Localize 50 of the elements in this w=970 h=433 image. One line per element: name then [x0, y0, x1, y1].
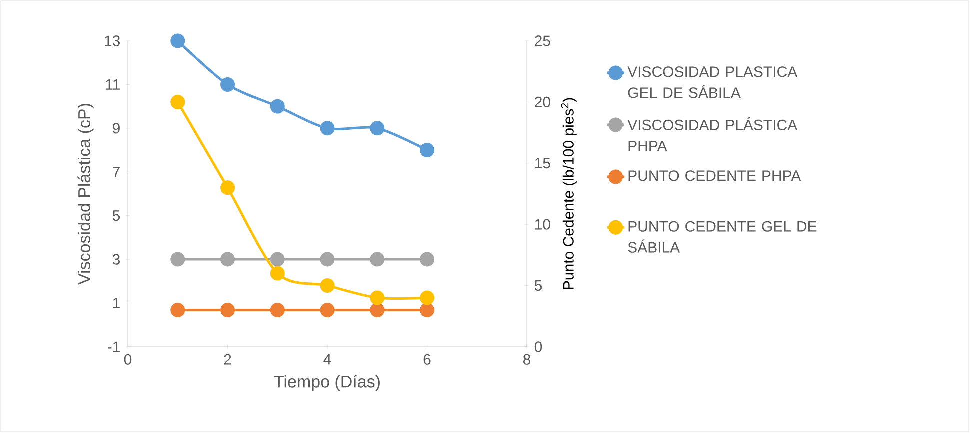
point: [220, 180, 236, 196]
point: [320, 252, 335, 267]
y-axis-title: Viscosidad Plástica (cP): [78, 104, 94, 285]
y-tick-label: 13: [105, 36, 120, 46]
x-tick-label: 8: [523, 354, 531, 365]
point: [270, 266, 285, 281]
point: [370, 121, 385, 136]
y2-axis-title: Punto Cedente (lb/100 pies$^{2}$): [561, 98, 577, 290]
y-tick-label: 3: [112, 254, 120, 265]
point: [320, 278, 335, 294]
y-tick-label: 11: [106, 80, 120, 90]
x-tick-label: 4: [324, 354, 332, 365]
legend-label: VISCOSIDAD PLÁSTICA PHPA: [628, 117, 798, 152]
point: [270, 252, 285, 267]
point: [420, 252, 435, 267]
point: [370, 290, 385, 306]
point: [270, 303, 285, 318]
point: [220, 252, 236, 267]
x-tick-label: 0: [124, 354, 132, 365]
y-tick-label: 7: [113, 166, 120, 178]
legend-label: PUNTO CEDENTE GEL DE SÁBILA: [628, 221, 817, 253]
point: [420, 303, 435, 318]
point: [170, 94, 186, 110]
y2-tick-label: 15: [535, 158, 550, 169]
y2-tick-label: 25: [535, 36, 550, 46]
point: [220, 77, 236, 92]
point: [220, 303, 236, 318]
point: [170, 34, 186, 48]
point: [420, 290, 435, 306]
y2-tick-label: 5: [534, 280, 542, 292]
x-tick-label: 6: [424, 354, 431, 365]
point: [420, 143, 435, 158]
y-tick-label: 1: [113, 298, 120, 308]
y-tick-label: 9: [113, 123, 120, 134]
point: [320, 303, 335, 318]
legend-label: VISCOSIDAD PLASTICA GEL DE SÁBILA: [628, 66, 798, 98]
y2-tick-label: 0: [534, 342, 542, 352]
y-tick-label: 5: [112, 210, 120, 222]
point: [270, 99, 285, 114]
y2-tick-label: 10: [535, 219, 550, 230]
point: [370, 252, 385, 267]
x-tick-label: 2: [224, 354, 232, 365]
point: [170, 252, 186, 267]
y-tick-label: -1: [108, 342, 120, 352]
point: [320, 121, 335, 136]
point: [370, 303, 385, 318]
legend-label: PUNTO CEDENTE PHPA: [628, 170, 802, 182]
x-axis-title: Tiempo (Días): [274, 375, 380, 392]
point: [170, 303, 186, 318]
y2-tick-label: 20: [535, 96, 550, 108]
